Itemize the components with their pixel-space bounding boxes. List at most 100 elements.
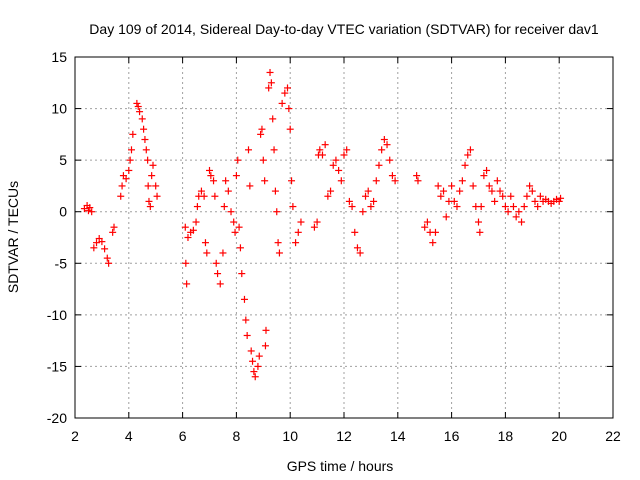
data-point [101,245,109,253]
data-point [477,203,485,211]
data-point [469,182,477,190]
y-tick-label: 0 [59,204,67,220]
data-point [144,156,152,164]
data-point [220,203,228,211]
x-tick-label: 18 [498,428,514,444]
data-point [356,249,364,257]
data-point [285,105,293,113]
data-point [207,172,215,180]
data-point [110,223,118,231]
data-point [227,208,235,216]
data-point [518,218,526,226]
data-point [200,192,208,200]
data-point [219,249,227,257]
data-point [493,177,501,185]
y-axis-label: SDTVAR / TECUs [5,181,21,293]
data-point [266,68,274,76]
data-point [203,249,211,257]
data-point [359,208,367,216]
data-point [421,223,429,231]
data-point [466,146,474,154]
data-point [461,161,469,169]
data-point [274,239,282,247]
data-point [86,204,94,212]
data-point [232,172,240,180]
data-point [284,84,292,92]
data-point [109,228,117,236]
data-point [234,156,242,164]
data-point [297,218,305,226]
data-point [181,223,189,231]
y-tick-label: -10 [47,307,67,323]
data-point [210,177,218,185]
data-point [335,166,343,174]
data-point [337,177,345,185]
axis-ticks: 2 4 6 8 10 12 14 16 18 20 22 15 10 5 0 -5 -10 -15 -20 [47,49,621,444]
data-point [257,130,265,138]
data-point [292,239,300,247]
data-point [294,228,302,236]
data-point [362,192,370,200]
data-point [242,316,250,324]
data-point [152,182,160,190]
data-point [148,172,156,180]
data-point [286,125,294,133]
data-point [141,136,149,144]
data-point [262,326,270,334]
data-point [118,182,126,190]
data-point [476,228,484,236]
data-point [235,223,243,231]
data-point [153,192,161,200]
data-point [557,194,565,202]
data-point [259,156,267,164]
data-point [214,270,222,278]
data-point [192,218,200,226]
data-point [230,218,238,226]
data-point [183,280,191,288]
data-point [289,203,297,211]
data-point [491,197,499,205]
grid [75,57,613,418]
data-point [140,125,148,133]
y-tick-label: 5 [59,152,67,168]
data-point [265,84,273,92]
data-point [250,368,258,376]
data-point [512,213,520,221]
data-point [243,331,251,339]
data-point [536,192,544,200]
data-point [247,347,255,355]
data-point [448,182,456,190]
data-point [288,177,296,185]
data-point [146,203,154,211]
data-point [193,203,201,211]
data-point [245,146,253,154]
data-point [327,187,335,195]
x-axis-label: GPS time / hours [287,458,394,474]
data-point [273,208,281,216]
data-point [348,203,356,211]
data-point [372,177,380,185]
data-point [255,352,263,360]
x-tick-label: 14 [390,428,406,444]
data-point [90,244,98,252]
data-point [145,197,153,205]
data-point [383,141,391,149]
data-point [380,136,388,144]
data-point [222,177,230,185]
data-point [340,151,348,159]
x-tick-label: 2 [71,428,79,444]
data-point [509,203,517,211]
x-tick-label: 12 [336,428,352,444]
data-point [464,151,472,159]
data-point [98,238,106,246]
data-point [238,270,246,278]
x-tick-label: 10 [282,428,298,444]
data-point [353,244,361,252]
data-point [261,342,269,350]
data-point [88,208,96,216]
data-point [127,146,135,154]
data-point [496,187,504,195]
x-tick-label: 6 [179,428,187,444]
data-point [267,79,275,87]
